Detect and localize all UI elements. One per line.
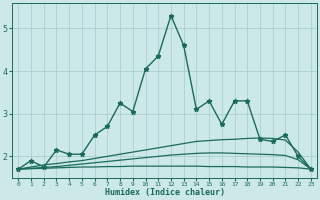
X-axis label: Humidex (Indice chaleur): Humidex (Indice chaleur) [105,188,225,197]
